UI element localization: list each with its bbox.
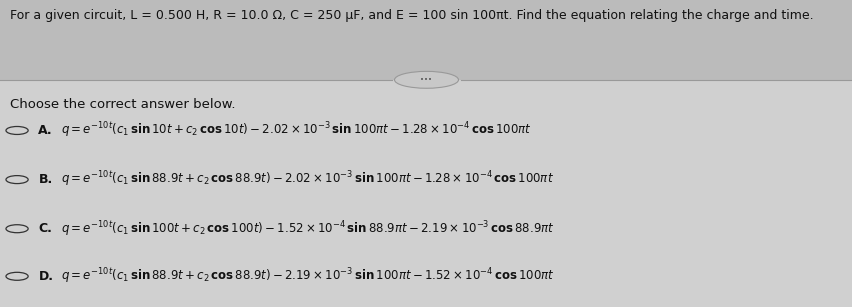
Text: $q = e^{-10t}(c_1 \,\mathbf{sin}\, 88.9t + c_2 \,\mathbf{cos}\, 88.9t) − 2.19\ti: $q = e^{-10t}(c_1 \,\mathbf{sin}\, 88.9t… <box>61 266 555 286</box>
Text: $q = e^{-10t}(c_1 \,\mathbf{sin}\, 10t + c_2 \,\mathbf{cos}\, 10t) − 2.02\times1: $q = e^{-10t}(c_1 \,\mathbf{sin}\, 10t +… <box>61 121 532 140</box>
Text: D.: D. <box>38 270 54 283</box>
Text: Choose the correct answer below.: Choose the correct answer below. <box>10 98 235 111</box>
Text: C.: C. <box>38 222 52 235</box>
Ellipse shape <box>394 71 458 88</box>
Text: A.: A. <box>38 124 53 137</box>
Text: B.: B. <box>38 173 53 186</box>
FancyBboxPatch shape <box>0 80 852 307</box>
Text: $q = e^{-10t}(c_1 \,\mathbf{sin}\, 100t + c_2 \,\mathbf{cos}\, 100t) − 1.52\time: $q = e^{-10t}(c_1 \,\mathbf{sin}\, 100t … <box>61 219 555 239</box>
Text: For a given circuit, L = 0.500 H, R = 10.0 Ω, C = 250 μF, and E = 100 sin 100πt.: For a given circuit, L = 0.500 H, R = 10… <box>10 9 813 22</box>
Text: $q = e^{-10t}(c_1 \,\mathbf{sin}\, 88.9t + c_2 \,\mathbf{cos}\, 88.9t) − 2.02\ti: $q = e^{-10t}(c_1 \,\mathbf{sin}\, 88.9t… <box>61 170 554 189</box>
FancyBboxPatch shape <box>0 0 852 80</box>
Text: •••: ••• <box>420 77 432 83</box>
